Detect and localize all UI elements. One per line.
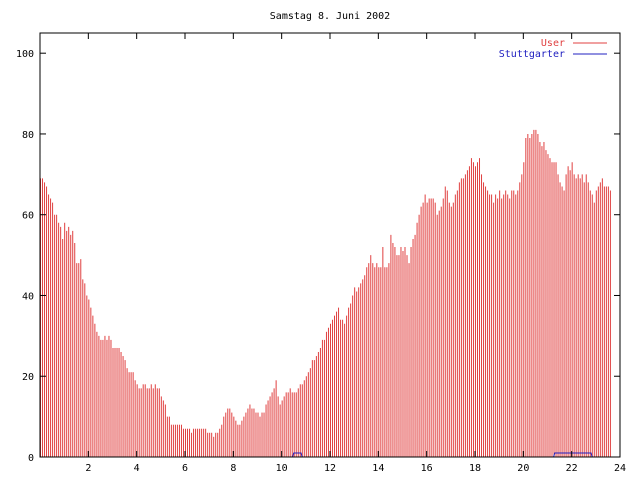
y-tick-label: 20 — [22, 372, 34, 383]
legend-entry-user-label: User — [541, 38, 565, 49]
x-tick-label: 8 — [230, 463, 236, 474]
x-tick-label: 20 — [517, 463, 529, 474]
x-tick-label: 6 — [182, 463, 188, 474]
y-tick-label: 40 — [22, 291, 34, 302]
x-tick-label: 12 — [324, 463, 336, 474]
user-bars — [40, 129, 611, 457]
x-tick-label: 10 — [276, 463, 288, 474]
y-tick-label: 80 — [22, 130, 34, 141]
x-tick-label: 4 — [134, 463, 140, 474]
x-tick-label: 2 — [85, 463, 91, 474]
y-tick-label: 100 — [16, 49, 34, 60]
x-tick-label: 18 — [469, 463, 481, 474]
x-tick-label: 24 — [614, 463, 626, 474]
chart-title: Samstag 8. Juni 2002 — [270, 11, 390, 22]
x-tick-label: 22 — [566, 463, 578, 474]
y-tick-label: 0 — [28, 453, 34, 464]
y-tick-label: 60 — [22, 211, 34, 222]
x-tick-label: 14 — [372, 463, 384, 474]
legend-entry-stuttgarter-label: Stuttgarter — [499, 49, 565, 60]
x-tick-label: 16 — [421, 463, 433, 474]
